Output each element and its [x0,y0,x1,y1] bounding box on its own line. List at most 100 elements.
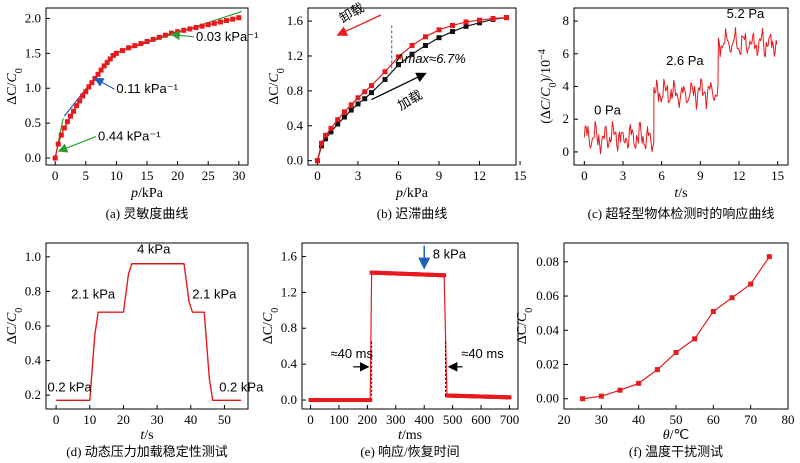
data-point [230,16,236,22]
annotation-arrow [170,30,195,41]
data-point [477,17,483,23]
data-point [766,254,772,260]
data-point [205,22,211,28]
data-point [423,34,429,40]
data-point [362,96,368,102]
y-tick-label: 1.2 [281,284,297,299]
data-point [477,20,483,26]
data-point [86,84,92,90]
x-tick-label: 10 [110,168,123,183]
loading-arrow [371,72,427,101]
x-tick-label: 0 [307,412,314,427]
data-point [436,27,442,33]
caption: (b) 迟滞曲线 [377,206,447,221]
data-point [654,367,660,373]
data-point [395,62,401,68]
data-point [507,395,512,400]
y-tick-label: 0.0 [287,153,303,168]
data-point [323,136,329,142]
y-tick-label: 0.00 [536,391,559,406]
data-point [211,20,217,26]
x-tick-label: 0 [52,168,59,183]
x-tick-label: 6 [395,168,402,183]
y-tick-label: 6 [563,46,570,61]
x-axis-label: t/s [140,428,153,443]
y-tick-label: 0.04 [536,322,559,337]
x-tick-label: 300 [386,412,406,427]
x-tick-label: 50 [218,412,231,427]
x-tick-label: 20 [117,412,130,427]
y-tick-label: 0.5 [25,115,41,130]
y-tick-label: 1.6 [287,13,304,28]
data-point [67,113,73,119]
response-trace [310,272,510,401]
x-tick-label: 200 [358,412,378,427]
y-tick-label: 4 [563,79,570,94]
slope-annotation: 0.11 kPa⁻¹ [116,81,178,96]
y-tick-label: 1.2 [287,48,303,63]
data-point [83,89,89,95]
chart-d: 0 10 20 30 40 50 0.2 0.4 0.6 0.8 1.0 0.2 kPa 2.1 kPa… [5,241,264,459]
data-point [463,19,469,25]
data-point [144,38,150,44]
x-tick-label: 70 [744,412,757,427]
data-point [126,45,132,51]
x-tick-label: 500 [443,412,463,427]
recovery-time-label: ≈40 ms [461,346,504,361]
data-point [335,121,341,127]
data-point [132,43,138,49]
y-axis-label: (ΔC/C0)/10−4 [537,49,559,123]
y-tick-label: 8 [563,13,570,28]
x-tick-label: 40 [184,412,197,427]
data-point [729,295,735,301]
data-point [673,350,679,356]
data-point [162,32,168,38]
plot-frame [563,242,789,410]
y-tick-label: 0.08 [536,254,559,269]
response-trace [583,27,778,155]
y-axis-label: ΔC/C0 [267,68,287,105]
response-time-label: ≈40 ms [330,346,373,361]
data-point [382,69,388,75]
y-tick-label: 0 [563,144,570,159]
y-tick-label: 0.4 [281,356,298,371]
caption: (a) 灵敏度曲线 [106,206,189,221]
x-tick-label: 600 [471,412,491,427]
x-tick-label: 30 [232,168,245,183]
data-point [64,119,70,125]
level-label: 0.2 kPa [48,380,93,395]
unloading-arrow [336,14,382,36]
data-point [181,27,187,33]
data-point [368,90,374,96]
level-label: 4 kPa [137,241,171,256]
data-point [236,15,242,21]
data-point [319,140,325,146]
y-tick-label: 1.5 [25,45,41,60]
step-label: 2.6 Pa [666,53,704,68]
data-point [348,107,354,113]
data-point [224,18,230,24]
y-tick-label: 0.6 [25,318,42,333]
data-point [341,109,347,115]
data-point [423,43,429,49]
x-tick-label: 0 [581,168,588,183]
data-point [409,43,415,49]
x-tick-label: 15 [141,168,154,183]
data-point [368,398,373,403]
data-point [355,101,361,107]
y-tick-label: 0.0 [281,392,297,407]
data-point [504,15,510,21]
data-point [335,117,341,123]
x-tick-label: 3 [355,168,362,183]
pressure-trace [56,263,242,402]
x-tick-label: 25 [202,168,215,183]
x-tick-label: 10 [83,412,96,427]
temperature-trace [582,256,770,400]
x-tick-label: 80 [782,412,795,427]
annotation-arrow [57,136,97,153]
data-point [362,89,368,95]
chart-f: 20 30 40 50 60 70 80 0.00 0.02 0.04 0.06 0.08 θ/℃ ΔC/… [515,242,795,459]
x-tick-label: 12 [473,168,486,183]
chart-c: 0 3 6 9 12 15 0 2 4 6 8 0 Pa 2.6 Pa 5.2 Pa t/s (ΔC/C0)/… [537,6,789,221]
